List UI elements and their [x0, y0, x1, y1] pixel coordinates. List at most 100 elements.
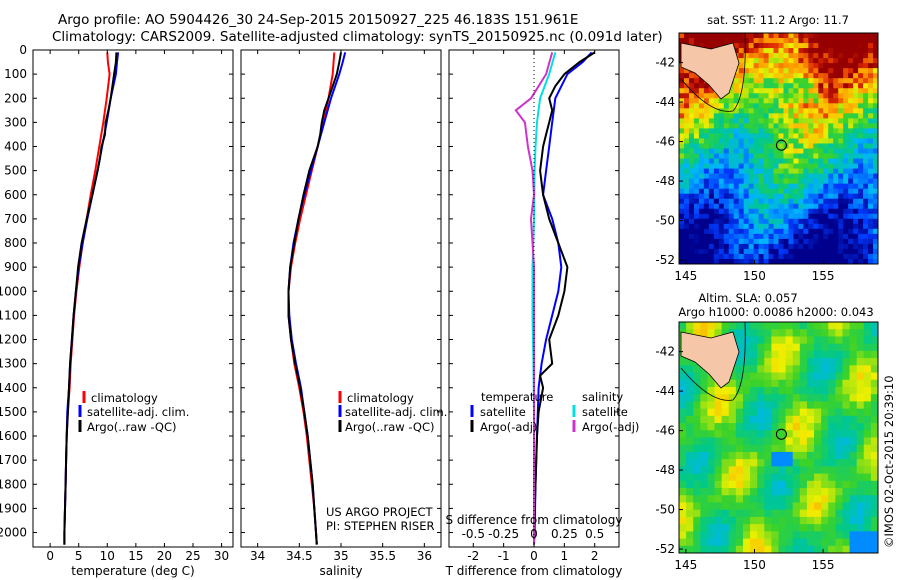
map-cell	[849, 343, 858, 352]
map-cell	[738, 93, 745, 99]
map-cell	[753, 178, 760, 185]
map-cell	[708, 113, 715, 119]
map-cell	[833, 233, 839, 240]
map-cell	[733, 123, 740, 130]
map-cell	[733, 158, 740, 165]
map-cell	[806, 524, 815, 532]
map-cell	[858, 98, 864, 104]
map-cell	[748, 218, 755, 225]
map-cell	[698, 258, 705, 264]
map-cell	[683, 238, 690, 245]
map-cell	[728, 148, 735, 155]
map-cell	[698, 193, 705, 200]
map-cell	[835, 488, 844, 496]
map-cell	[792, 343, 801, 352]
map-cell	[778, 343, 787, 352]
map-cell	[863, 408, 872, 417]
map-cell	[833, 73, 839, 79]
map-cell	[733, 73, 740, 79]
map-cell	[693, 545, 701, 553]
map-cell	[798, 83, 804, 89]
map-cell	[703, 248, 710, 255]
map-cell	[757, 408, 765, 417]
map-cell	[748, 193, 755, 200]
map-cell	[833, 193, 839, 200]
map-cell	[703, 148, 710, 155]
float-marker	[775, 428, 787, 440]
map-cell	[856, 394, 865, 403]
map-cell	[753, 93, 760, 99]
map-cell	[683, 103, 690, 109]
map-cell	[764, 379, 772, 388]
map-cell	[870, 502, 878, 511]
map-cell	[806, 329, 815, 338]
map-cell	[679, 113, 685, 119]
map-cell	[821, 329, 829, 338]
map-cell	[853, 38, 859, 44]
map-cell	[743, 153, 750, 160]
salinity-series	[287, 52, 347, 545]
map-cell	[788, 148, 795, 155]
map-cell	[723, 33, 730, 39]
map-cell	[698, 188, 705, 195]
map-cell	[833, 83, 839, 89]
map-cell	[733, 148, 740, 155]
map-cell	[835, 502, 844, 511]
map-cell	[808, 33, 814, 39]
map-cell	[788, 193, 795, 200]
map-cell	[803, 258, 809, 264]
map-cell	[721, 531, 730, 540]
map-cell	[803, 183, 809, 190]
map-cell	[870, 401, 878, 410]
map-cell	[698, 158, 705, 165]
map-cell	[778, 401, 787, 410]
map-cell	[764, 437, 772, 446]
map-cell	[708, 153, 715, 160]
map-cell	[849, 480, 858, 489]
map-cell	[853, 108, 859, 114]
map-cell	[763, 98, 770, 104]
map-cell	[763, 88, 770, 94]
map-cell	[823, 93, 829, 99]
map-cell	[778, 459, 787, 467]
map-cell	[843, 213, 849, 220]
map-cell	[679, 83, 685, 89]
map-cell	[863, 437, 872, 446]
map-cell	[806, 488, 815, 496]
map-cell	[828, 203, 834, 210]
map-cell	[821, 386, 829, 395]
map-cell	[843, 123, 849, 130]
map-cell	[833, 213, 839, 220]
map-cell	[792, 444, 801, 453]
map-cell	[818, 193, 824, 200]
map-cell	[742, 350, 751, 359]
map-cell	[742, 415, 751, 424]
map-cell	[803, 108, 809, 114]
map-cell	[821, 423, 829, 431]
map-cell	[748, 188, 755, 195]
map-cell	[858, 73, 864, 79]
map-cell	[713, 238, 720, 245]
map-cell	[679, 423, 687, 431]
map-cell	[750, 538, 758, 547]
map-cell	[868, 93, 874, 99]
map-cell	[813, 133, 819, 140]
map-cell	[718, 148, 725, 155]
map-cell	[742, 343, 751, 352]
map-cell	[763, 43, 770, 49]
map-cell	[785, 516, 794, 525]
map-cell	[858, 178, 864, 185]
map-cell	[821, 451, 829, 460]
map-cell	[735, 408, 744, 417]
map-cell	[778, 524, 787, 532]
map-cell	[693, 243, 700, 250]
map-cell	[738, 233, 745, 240]
map-cell	[848, 228, 854, 235]
map-cell	[873, 158, 878, 165]
map-cell	[778, 143, 785, 150]
map-cell	[793, 193, 799, 200]
map-cell	[768, 153, 775, 160]
map-cell	[792, 538, 801, 547]
map-cell	[843, 88, 849, 94]
map-cell	[813, 83, 819, 89]
